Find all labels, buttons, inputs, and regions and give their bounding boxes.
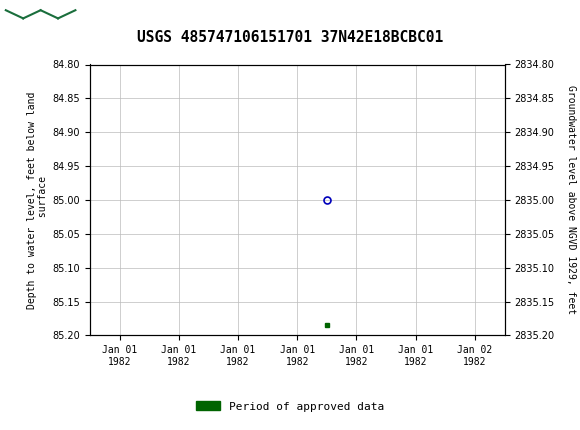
Y-axis label: Groundwater level above NGVD 1929, feet: Groundwater level above NGVD 1929, feet bbox=[566, 86, 575, 314]
Text: USGS 485747106151701 37N42E18BCBC01: USGS 485747106151701 37N42E18BCBC01 bbox=[137, 30, 443, 45]
Bar bbox=[3, 3, 87, 37]
Y-axis label: Depth to water level, feet below land
 surface: Depth to water level, feet below land su… bbox=[27, 91, 48, 309]
Legend: Period of approved data: Period of approved data bbox=[191, 397, 389, 416]
Text: USGS: USGS bbox=[90, 11, 145, 29]
